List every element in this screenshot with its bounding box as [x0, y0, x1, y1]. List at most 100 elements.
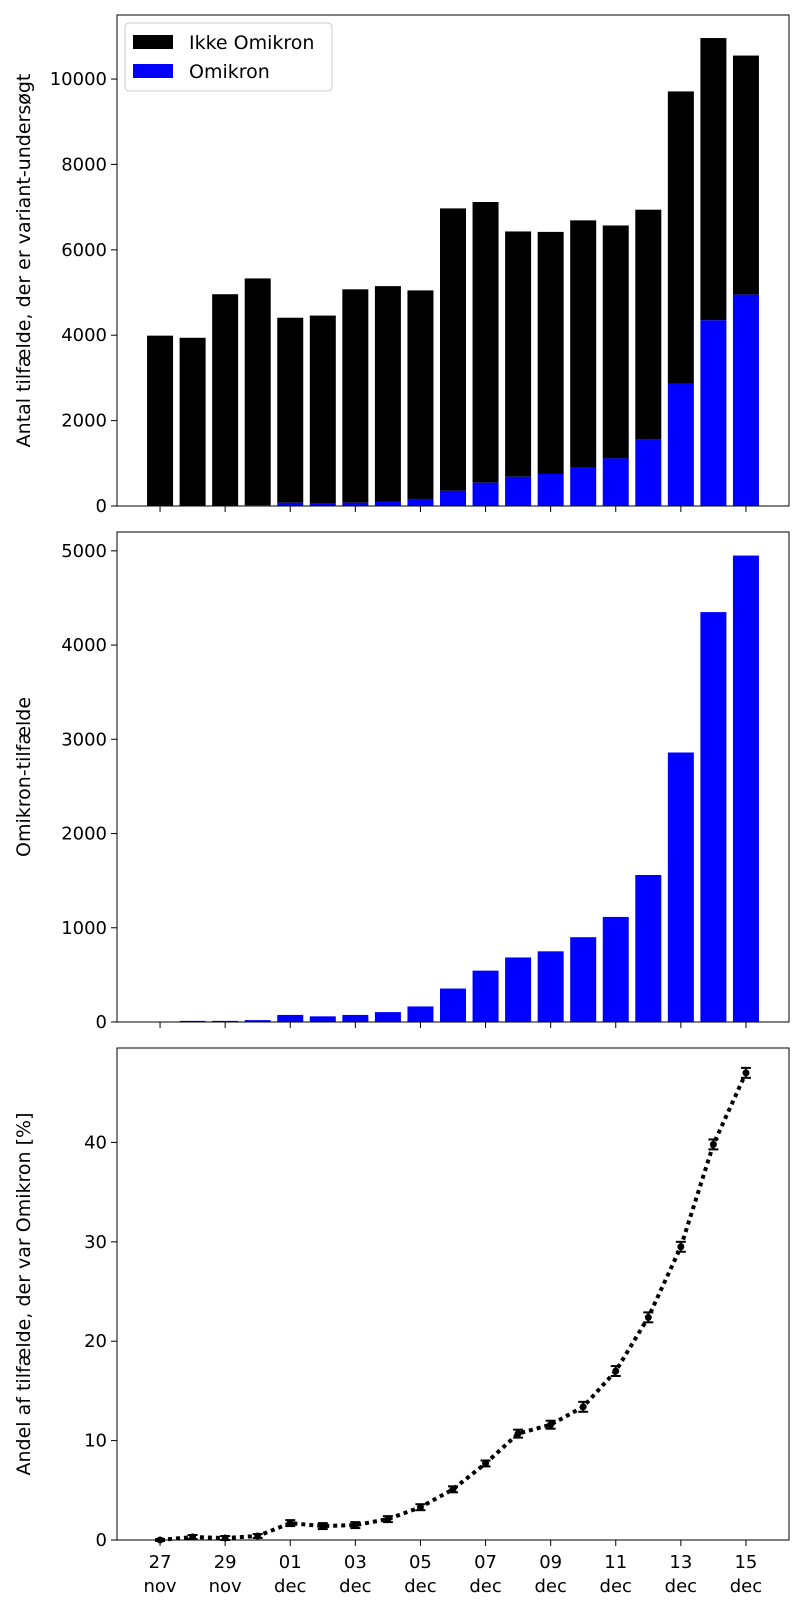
- bar-omikron: [570, 467, 597, 506]
- bar-omikron: [505, 957, 532, 1022]
- data-point: [449, 1485, 457, 1493]
- y-tick-label: 2000: [61, 824, 107, 845]
- x-tick-label-month: dec: [274, 1576, 306, 1597]
- y-tick-label: 0: [96, 1012, 107, 1033]
- x-tick-label-day: 05: [409, 1552, 432, 1573]
- bar-omikron: [342, 1014, 369, 1022]
- x-tick-label-month: dec: [339, 1576, 371, 1597]
- bar-omikron: [212, 1020, 239, 1022]
- data-point: [644, 1313, 652, 1321]
- y-tick-label: 0: [96, 496, 107, 517]
- share-line: [159, 1072, 748, 1542]
- bar-omikron: [179, 1020, 206, 1022]
- bar-omikron: [374, 501, 401, 506]
- y-axis-label: Omikron-tilfælde: [13, 697, 35, 857]
- bar-omikron: [309, 503, 336, 506]
- bar-omikron: [700, 612, 727, 1022]
- x-tick-label-day: 13: [669, 1552, 692, 1573]
- data-point: [709, 1140, 717, 1148]
- bar-ikke-omikron: [537, 231, 564, 474]
- x-tick-label-month: dec: [730, 1576, 762, 1597]
- bar-omikron: [635, 439, 662, 506]
- bar-omikron: [635, 875, 662, 1022]
- x-tick-label-month: dec: [665, 1576, 697, 1597]
- bar-omikron: [342, 502, 369, 506]
- bar-ikke-omikron: [212, 294, 239, 506]
- x-tick-label-month: dec: [404, 1576, 436, 1597]
- bar-ikke-omikron: [374, 286, 401, 502]
- bar-omikron: [472, 970, 499, 1022]
- x-tick-label-day: 03: [344, 1552, 367, 1573]
- bar-omikron: [374, 1012, 401, 1022]
- x-tick-label-month: dec: [534, 1576, 566, 1597]
- bar-ikke-omikron: [667, 91, 694, 384]
- legend-label-omikron: Omikron: [189, 61, 270, 83]
- data-point: [742, 1069, 750, 1077]
- bar-ikke-omikron: [309, 315, 336, 504]
- bar-omikron: [602, 916, 629, 1022]
- bar-omikron: [537, 951, 564, 1022]
- stacked-bar-chart-panel: 0 2000 4000 6000 8000 10000 Antal tilfælde, de…: [13, 14, 790, 517]
- bar-ikke-omikron: [440, 208, 466, 491]
- legend-box: [124, 22, 333, 92]
- x-tick-label-day: 09: [539, 1552, 562, 1573]
- bar-ikke-omikron: [244, 278, 271, 506]
- bar-omikron: [440, 490, 466, 506]
- bar-omikron: [732, 294, 759, 506]
- data-point: [579, 1403, 587, 1411]
- y-tick-label: 5000: [61, 541, 107, 562]
- bar-omikron: [667, 752, 694, 1022]
- y-tick-label: 0: [96, 1530, 107, 1551]
- bar-omikron: [700, 320, 727, 506]
- x-tick-label-day: 29: [214, 1552, 237, 1573]
- x-tick-label-month: dec: [600, 1576, 632, 1597]
- bar-omikron: [309, 1016, 336, 1022]
- x-tick-label-day: 15: [734, 1552, 757, 1573]
- bar-omikron: [537, 473, 564, 506]
- data-point: [547, 1421, 555, 1429]
- bar-ikke-omikron: [732, 55, 759, 295]
- legend-swatch-omikron: [133, 64, 173, 78]
- y-tick-label: 10000: [50, 69, 107, 90]
- y-tick-label: 6000: [61, 240, 107, 261]
- data-point: [384, 1515, 392, 1523]
- y-tick-label: 20: [84, 1331, 107, 1352]
- bar-ikke-omikron: [700, 38, 727, 321]
- bar-omikron: [570, 937, 597, 1022]
- bar-omikron: [667, 383, 694, 506]
- data-point: [254, 1532, 262, 1540]
- x-tick-label-month: nov: [209, 1576, 242, 1597]
- y-tick-label: 4000: [61, 325, 107, 346]
- bar-ikke-omikron: [277, 317, 304, 503]
- bar-omikron: [244, 1020, 271, 1022]
- x-tick-label-day: 11: [604, 1552, 627, 1573]
- x-tick-label-month: dec: [469, 1576, 501, 1597]
- y-axis-label: Andel af tilfælde, der var Omikron [%]: [13, 1112, 35, 1475]
- bar-ikke-omikron: [602, 225, 629, 459]
- y-tick-label: 4000: [61, 635, 107, 656]
- y-tick-label: 8000: [61, 154, 107, 175]
- y-tick-label: 40: [84, 1132, 107, 1153]
- x-tick-label-month: nov: [144, 1576, 177, 1597]
- bar-ikke-omikron: [635, 209, 662, 440]
- bar-omikron: [407, 498, 434, 506]
- bar-omikron: [277, 1014, 304, 1022]
- data-point: [514, 1430, 522, 1438]
- bar-omikron: [407, 1006, 434, 1022]
- plot-frame: [116, 531, 790, 1023]
- data-point: [612, 1367, 620, 1375]
- bar-ikke-omikron: [147, 335, 174, 506]
- data-point: [482, 1459, 490, 1467]
- bar-omikron: [732, 555, 759, 1022]
- bar-ikke-omikron: [342, 289, 369, 503]
- bar-ikke-omikron: [505, 231, 532, 477]
- data-point: [189, 1533, 197, 1541]
- y-tick-label: 10: [84, 1431, 107, 1452]
- x-tick-label-day: 01: [279, 1552, 302, 1573]
- legend: Ikke Omikron Omikron: [124, 22, 333, 92]
- y-axis-label: Antal tilfælde, der er variant-undersøgt: [13, 74, 35, 448]
- data-point: [286, 1519, 294, 1527]
- data-point: [351, 1521, 359, 1529]
- data-point: [319, 1522, 327, 1530]
